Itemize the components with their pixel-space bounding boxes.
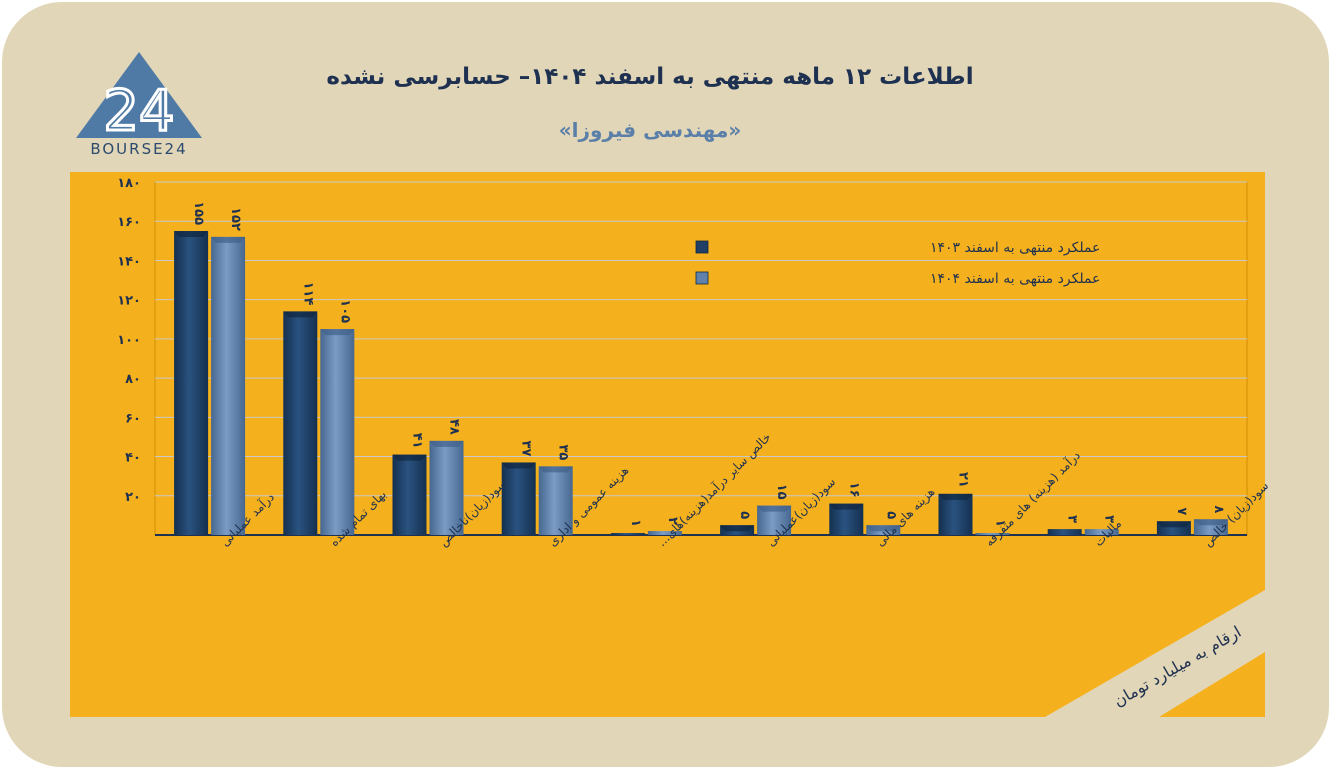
bar-1403: [174, 231, 209, 535]
data-label: ۴۱: [410, 433, 425, 449]
data-label: ۲۱: [956, 472, 971, 488]
bar-bevel: [174, 231, 209, 238]
y-tick-label: ۱۸۰: [117, 176, 141, 191]
y-tick-label: ۱۶۰: [117, 215, 141, 230]
bar-1404: [1084, 529, 1119, 535]
bar-bevel: [538, 466, 573, 473]
data-label: ۱: [993, 519, 1008, 527]
bar-1404: [429, 440, 464, 535]
data-label: ۴۸: [447, 419, 462, 435]
y-tick-label: ۲۰: [125, 490, 141, 505]
data-label: ۷: [1174, 507, 1189, 515]
legend-label: عملکرد منتهی به اسفند ۱۴۰۳: [930, 240, 1100, 256]
bar-bevel: [1156, 521, 1191, 528]
data-label: ۱۵۲: [228, 207, 243, 231]
bar-1403: [283, 311, 318, 535]
data-label: ۳: [1065, 515, 1080, 523]
bar-1404: [211, 236, 246, 535]
chart-title: اطلاعات ۱۲ ماهه منتهی به اسفند ۱۴۰۴– حسا…: [326, 64, 974, 90]
legend-swatch-1404: [695, 271, 709, 285]
bar-1403: [392, 454, 427, 535]
y-tick-label: ۱۰۰: [117, 333, 141, 348]
data-label: ۲: [665, 517, 680, 525]
bar-bevel: [720, 525, 755, 532]
bar-bevel: [392, 454, 427, 461]
bar-bevel: [320, 329, 355, 336]
data-label: ۱۵۵: [191, 201, 206, 225]
company-name: «مهندسی فیروزا»: [558, 118, 742, 142]
y-tick-label: ۸۰: [125, 372, 141, 387]
data-label: ۸: [1211, 505, 1226, 513]
data-label: ۱: [628, 519, 643, 527]
data-label: ۱۰۵: [337, 299, 352, 323]
bar-bevel: [829, 503, 864, 510]
legend-label: عملکرد منتهی به اسفند ۱۴۰۴: [930, 271, 1100, 287]
x-tick-label: سود(زیان) خالص: [1201, 479, 1272, 550]
y-tick-label: ۴۰: [125, 451, 141, 466]
y-tick-label: ۱۴۰: [117, 254, 141, 269]
data-label: ۵: [883, 511, 898, 519]
bar-bevel: [757, 505, 792, 512]
x-tick-label: خالص سایر درآمد(هزینه)های...: [654, 429, 775, 550]
data-label: ۵: [737, 511, 752, 519]
logo-text: BOURSE24: [90, 140, 188, 158]
bar-1404: [320, 329, 355, 535]
bar-bevel: [1193, 519, 1228, 526]
bar-1404: [538, 466, 573, 535]
bar-1403: [938, 493, 973, 535]
y-tick-label: ۶۰: [125, 411, 141, 426]
data-label: ۱۱۴: [300, 282, 315, 306]
bar-bevel: [938, 493, 973, 500]
bar-1404: [975, 533, 1010, 535]
data-label: ۱۶: [846, 482, 861, 498]
bar-1403: [610, 533, 645, 535]
bar-1403: [1047, 529, 1082, 535]
y-tick-label: ۱۲۰: [117, 294, 141, 309]
bar-bevel: [866, 525, 901, 532]
logo-mark: 24: [103, 79, 174, 144]
bar-bevel: [429, 440, 464, 447]
plot-panel: [70, 172, 1265, 717]
data-label: ۳۷: [519, 441, 534, 457]
bar-1404: [647, 531, 682, 535]
data-label: ۳: [1102, 515, 1117, 523]
data-label: ۱۵: [774, 484, 789, 500]
bar-bevel: [211, 236, 246, 243]
plot-area-frame: [154, 181, 1248, 536]
bar-bevel: [283, 311, 318, 318]
legend-swatch-1403: [695, 240, 709, 254]
bar-1403: [501, 462, 536, 535]
bourse24-logo-icon: 24: [76, 52, 202, 146]
unit-ribbon: [1045, 590, 1265, 717]
data-label: ۳۵: [556, 444, 571, 460]
bar-bevel: [501, 462, 536, 469]
x-tick-label: هزینه های مالی: [873, 485, 938, 550]
